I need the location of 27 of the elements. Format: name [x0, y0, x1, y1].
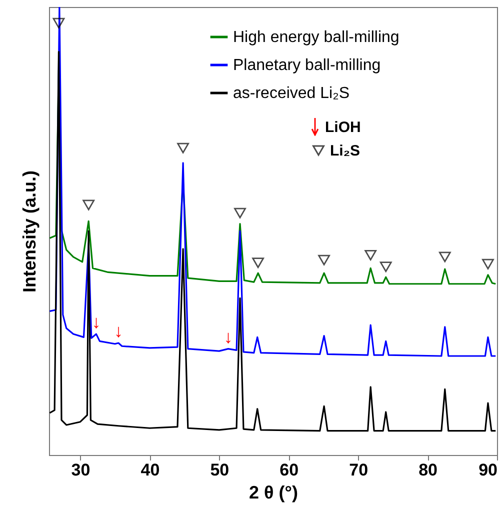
legend-label: High energy ball-milling [233, 29, 400, 46]
annotation: LiOH [325, 118, 361, 136]
annotation: ↓ [114, 321, 123, 341]
point [252, 258, 264, 268]
x-tick-label: 90 [478, 460, 498, 480]
annotation: ↓ [224, 326, 233, 347]
legend-label: as-received Li₂S [233, 85, 350, 102]
point [82, 200, 95, 210]
point [482, 258, 494, 270]
point [234, 208, 246, 218]
x-tick-label: 40 [140, 460, 160, 480]
x-axis-title: 2 θ (°) [249, 482, 298, 502]
y-axis-title: Intensity (a.u.) [20, 170, 40, 293]
annotation: ↓ [92, 312, 101, 332]
point [52, 18, 65, 28]
point [177, 142, 189, 154]
point [380, 262, 392, 272]
point [438, 252, 451, 262]
legend-label: Planetary ball-milling [233, 57, 381, 74]
point [318, 254, 330, 266]
x-tick-label: 50 [210, 460, 230, 480]
x-tick-label: 80 [418, 460, 438, 480]
legend-label: Li₂S [330, 142, 360, 160]
x-tick-label: 60 [280, 460, 299, 480]
x-tick-label: 70 [349, 460, 368, 480]
point [364, 250, 377, 260]
x-tick-label: 30 [71, 460, 90, 480]
